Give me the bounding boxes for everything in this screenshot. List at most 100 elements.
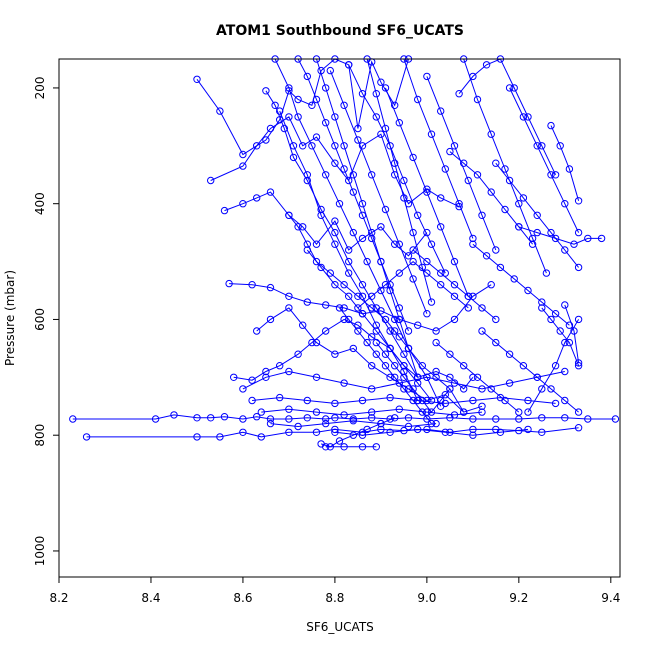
data-point: [340, 281, 348, 289]
data-point: [414, 425, 422, 434]
series-17: [326, 66, 431, 318]
data-point: [450, 379, 459, 387]
data-point: [547, 228, 555, 237]
data-point: [239, 150, 247, 159]
data-point: [510, 275, 518, 283]
data-point: [294, 350, 302, 358]
data-point: [151, 415, 160, 423]
data-point: [239, 415, 247, 423]
data-point: [312, 408, 321, 416]
data-point: [381, 205, 390, 214]
data-point: [496, 393, 505, 402]
series-23: [381, 84, 472, 300]
data-point: [303, 171, 311, 179]
data-point: [427, 240, 436, 248]
data-point: [340, 443, 348, 451]
data-point: [492, 338, 500, 347]
data-point: [266, 415, 275, 423]
data-point: [441, 428, 449, 436]
data-point: [331, 228, 339, 237]
data-point: [312, 240, 321, 248]
data-point: [340, 304, 348, 312]
data-point: [395, 333, 403, 341]
series-line-22: [375, 342, 451, 413]
data-point: [349, 188, 357, 196]
series-line-31: [463, 58, 547, 274]
data-point: [533, 228, 541, 237]
series-line-2: [196, 58, 409, 156]
data-point: [253, 413, 261, 421]
data-point: [395, 315, 403, 324]
data-point: [372, 443, 380, 451]
data-point: [276, 393, 284, 402]
data-point: [432, 367, 440, 376]
chart-title: ATOM1 Southbound SF6_UCATS: [216, 23, 464, 39]
data-point: [574, 424, 583, 432]
data-point: [469, 240, 477, 248]
data-point: [312, 428, 321, 436]
data-point: [257, 408, 265, 416]
data-point: [414, 95, 422, 104]
data-point: [496, 263, 505, 272]
data-point: [395, 379, 403, 387]
series-11: [285, 211, 403, 341]
data-point: [285, 84, 293, 92]
data-point: [460, 385, 468, 393]
data-point: [248, 281, 256, 289]
data-point: [556, 327, 564, 335]
data-point: [285, 367, 293, 376]
x-tick-label: 8.4: [141, 591, 160, 605]
data-point: [561, 367, 569, 376]
data-point: [285, 113, 293, 121]
data-point: [538, 428, 546, 436]
data-point: [303, 72, 311, 81]
data-point: [285, 211, 293, 220]
series-line-18: [339, 307, 432, 424]
data-point: [216, 433, 224, 441]
data-point: [423, 408, 431, 416]
data-point: [565, 338, 574, 347]
data-point: [409, 153, 417, 162]
data-point: [423, 188, 431, 196]
series-44: [266, 417, 440, 431]
data-point: [193, 414, 201, 422]
data-point: [538, 414, 546, 422]
data-point: [354, 136, 362, 144]
data-point: [294, 223, 302, 231]
series-line-17: [329, 70, 428, 314]
data-point: [450, 142, 459, 150]
series-line-43: [261, 408, 483, 416]
series-line-41: [242, 370, 565, 390]
data-point: [427, 396, 436, 405]
data-point: [501, 205, 509, 214]
data-point: [331, 142, 339, 150]
data-point: [409, 228, 417, 237]
data-point: [349, 417, 357, 425]
data-point: [418, 362, 426, 370]
data-point: [423, 310, 431, 318]
data-point: [285, 292, 293, 300]
data-point: [478, 327, 486, 335]
data-point: [322, 171, 330, 179]
data-point: [253, 327, 261, 335]
data-point: [317, 211, 325, 220]
data-point: [230, 373, 238, 381]
data-point: [220, 413, 229, 421]
data-point: [482, 252, 491, 260]
data-point: [482, 61, 491, 69]
data-point: [437, 223, 445, 231]
series-line-13: [306, 249, 432, 401]
data-point: [432, 327, 440, 335]
data-point: [276, 362, 284, 370]
data-point: [377, 425, 385, 434]
series-4: [220, 188, 431, 260]
data-point: [345, 269, 353, 277]
series-36: [515, 223, 606, 248]
data-point: [423, 425, 431, 434]
data-point: [349, 171, 357, 179]
data-point: [561, 200, 569, 208]
data-point: [515, 408, 523, 416]
series-line-25: [403, 58, 474, 239]
data-point: [308, 142, 316, 150]
series-line-45: [334, 428, 529, 436]
